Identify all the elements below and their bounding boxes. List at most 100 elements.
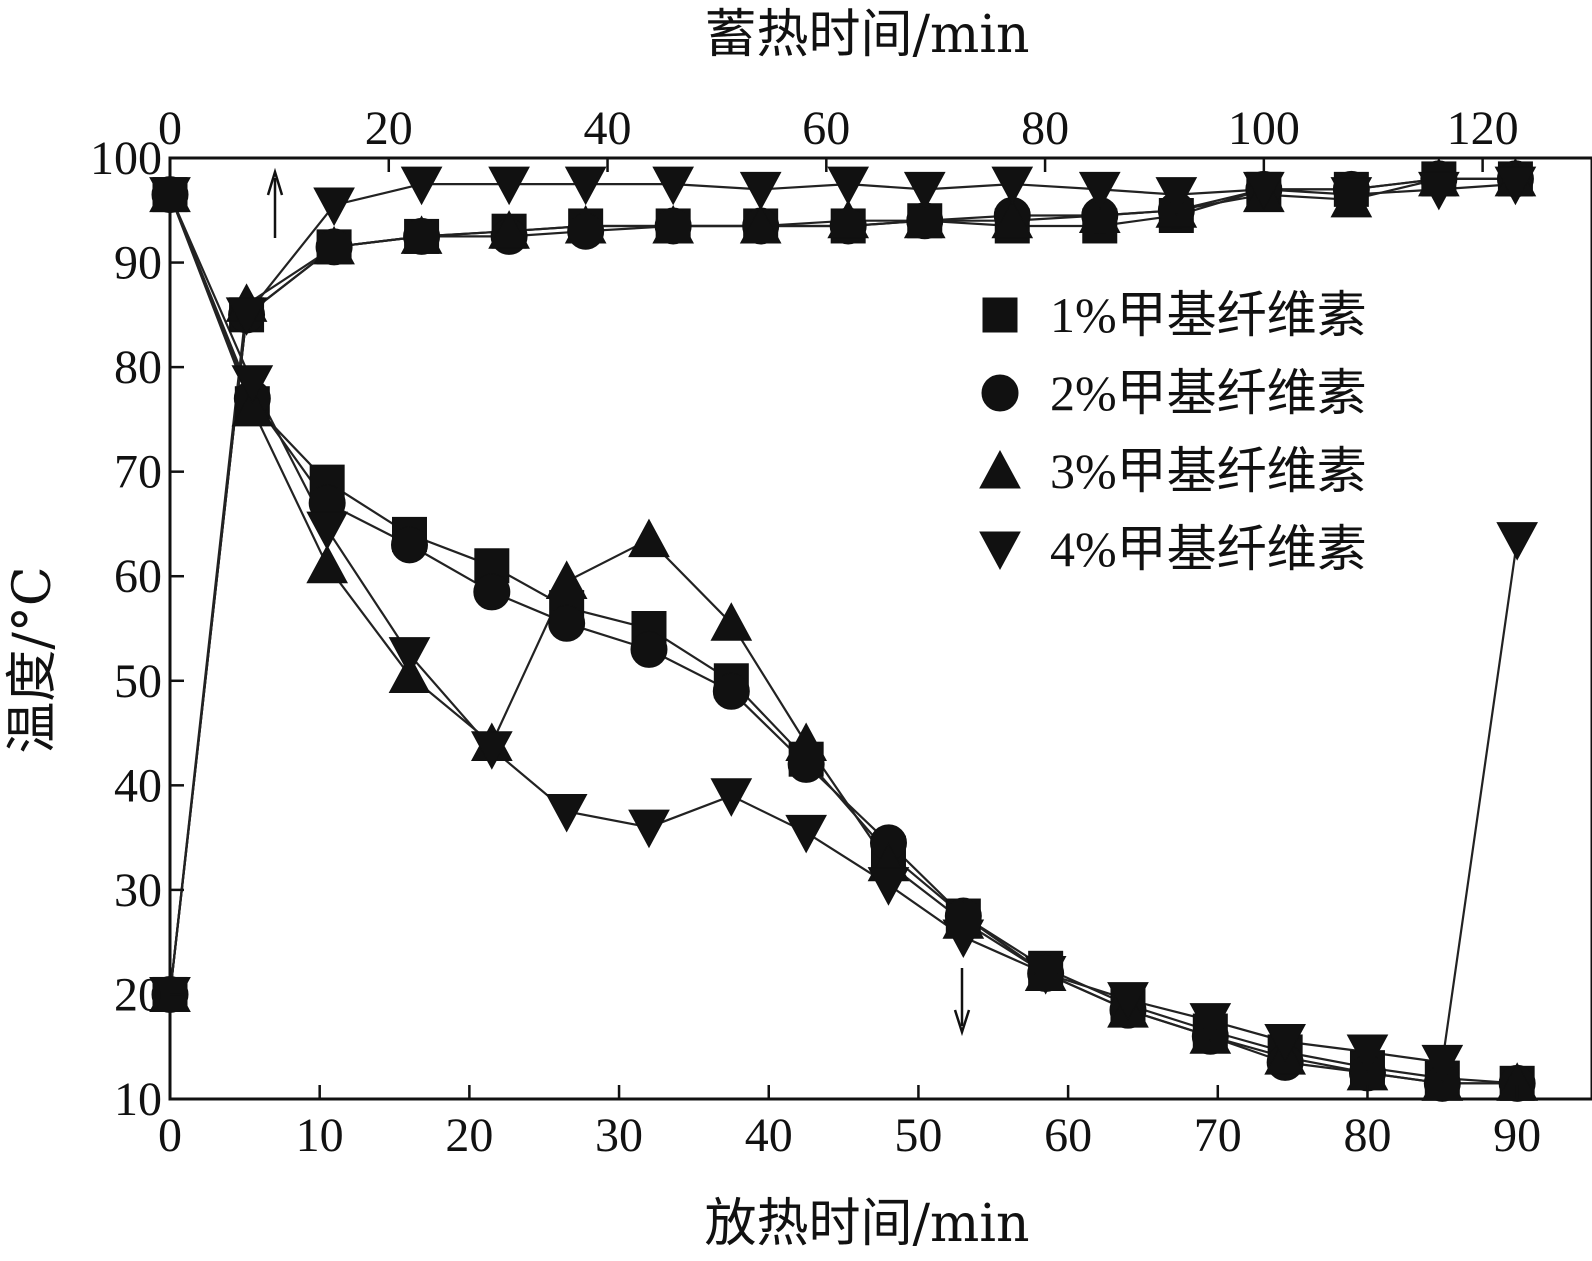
x-bottom-tick-label: 80 — [1343, 1109, 1391, 1162]
release-point-s3-7 — [710, 602, 753, 641]
release-point-s4-12 — [1107, 982, 1149, 1021]
legend-item-1: 1%甲基纤维素 — [982, 287, 1367, 343]
release-point-s2-3 — [390, 526, 428, 564]
x-top-tick-label: 40 — [584, 102, 632, 155]
release-point-s4-7 — [710, 778, 753, 817]
legend-marker-shape — [982, 297, 1018, 333]
release-point-s3-8 — [785, 722, 827, 762]
storage-point-s3-11 — [1078, 194, 1121, 234]
y-tick-label: 60 — [114, 550, 162, 603]
release-point-s4-5 — [545, 793, 588, 833]
legend-marker-shape — [979, 449, 1021, 489]
x-top-tick-label: 60 — [802, 102, 850, 155]
x-axis-top-title: 蓄热时间/min — [705, 5, 1030, 65]
release-point-s4-9 — [867, 867, 910, 906]
release-point-s4-10 — [942, 919, 985, 958]
storage-point-s4-4 — [488, 166, 530, 206]
release-point-s4-13 — [1189, 1003, 1232, 1042]
storage-point-s4-6 — [652, 166, 695, 206]
storage-point-s4-5 — [564, 166, 607, 206]
release-point-s4-14 — [1264, 1023, 1306, 1063]
x-bottom-tick-label: 30 — [595, 1109, 643, 1162]
y-tick-label: 20 — [114, 968, 162, 1021]
storage-point-s4-2 — [313, 187, 355, 227]
y-tick-label: 50 — [114, 655, 162, 708]
plot-frame — [168, 156, 1592, 1101]
x-bottom-tick-label: 50 — [894, 1109, 942, 1162]
legend-label-3: 3%甲基纤维素 — [1050, 443, 1367, 499]
storage-point-s4-13 — [1243, 171, 1285, 211]
storage-point-s3-10 — [991, 199, 1034, 239]
legend-item-3: 3%甲基纤维素 — [979, 443, 1367, 499]
y-tick-label: 40 — [114, 759, 162, 812]
x-bottom-tick-label: 70 — [1194, 1109, 1242, 1162]
x-top-tick-label: 120 — [1447, 102, 1519, 155]
release-point-s2-7 — [712, 672, 750, 710]
legend: 1%甲基纤维素 2%甲基纤维素 3%甲基纤维素 4%甲基纤维素 — [979, 287, 1367, 577]
storage-point-s4-14 — [1330, 177, 1373, 216]
legend-marker-triangle-up — [979, 449, 1021, 489]
storage-point-s3-6 — [652, 204, 695, 244]
legend-label-1: 1%甲基纤维素 — [1050, 287, 1367, 343]
storage-point-s3-8 — [827, 199, 870, 239]
legend-marker-square — [982, 297, 1018, 333]
release-point-s3-1 — [231, 387, 274, 427]
y-tick-label: 30 — [114, 864, 162, 917]
x-bottom-tick-label: 40 — [745, 1109, 793, 1162]
storage-point-s4-1 — [225, 297, 268, 336]
legend-label-2: 2%甲基纤维素 — [1050, 365, 1367, 421]
release-point-s3-6 — [628, 518, 670, 558]
release-point-s4-17 — [1496, 522, 1538, 561]
tick-labels-layer: 0 10 20 30 40 50 60 70 80 900 20 40 60 80 100 120102030… — [90, 102, 1541, 1162]
storage-arrow-head — [266, 167, 284, 196]
release-point-s4-6 — [628, 809, 670, 849]
release-point-s3-5 — [545, 560, 588, 599]
x-bottom-tick-label: 20 — [445, 1109, 493, 1162]
legend-marker-shape — [981, 374, 1019, 412]
x-bottom-tick-label: 90 — [1493, 1109, 1541, 1162]
y-tick-label: 80 — [114, 341, 162, 394]
x-top-tick-label: 100 — [1228, 102, 1300, 155]
y-axis-title: 温度/°C — [3, 566, 63, 753]
storage-point-s4-3 — [400, 166, 443, 206]
x-top-tick-label: 20 — [365, 102, 413, 155]
release-point-s4-11 — [1024, 956, 1067, 995]
y-tick-label: 100 — [90, 132, 162, 185]
storage-point-s4-7 — [739, 171, 782, 211]
y-tick-label: 70 — [114, 446, 162, 499]
storage-point-s4-16 — [1494, 166, 1537, 206]
ticks-layer — [168, 156, 1519, 1101]
markers-layer — [149, 157, 1538, 1102]
storage-point-s4-9 — [903, 171, 946, 211]
legend-marker-circle — [981, 374, 1019, 412]
storage-point-s4-15 — [1418, 171, 1460, 211]
storage-point-s3-7 — [739, 204, 782, 244]
release-point-s2-6 — [630, 630, 668, 668]
release-point-s4-15 — [1346, 1034, 1389, 1074]
x-axis-bottom-title: 放热时间/min — [705, 1194, 1030, 1254]
legend-marker-triangle-down — [979, 531, 1021, 571]
storage-point-s4-10 — [991, 166, 1034, 206]
legend-item-2: 2%甲基纤维素 — [981, 365, 1367, 421]
storage-point-s4-12 — [1155, 177, 1198, 216]
storage-point-s3-5 — [564, 204, 607, 244]
release-point-s4-4 — [470, 731, 513, 770]
y-tick-label: 10 — [114, 1073, 162, 1126]
release-point-s2-5 — [548, 604, 586, 642]
arrows-layer — [266, 167, 971, 1037]
release-point-s4-16 — [1421, 1044, 1464, 1084]
storage-point-s3-9 — [903, 199, 946, 239]
x-top-tick-label: 80 — [1021, 102, 1069, 155]
release-point-s3-2 — [306, 544, 349, 584]
release-point-s2-4 — [473, 573, 511, 611]
release-arrow-head — [953, 1009, 971, 1037]
legend-item-4: 4%甲基纤维素 — [979, 521, 1367, 577]
release-point-s4-1 — [231, 365, 274, 404]
legend-label-4: 4%甲基纤维素 — [1050, 521, 1367, 577]
storage-point-s3-4 — [488, 210, 530, 249]
legend-marker-shape — [979, 531, 1021, 571]
x-bottom-tick-label: 10 — [296, 1109, 344, 1162]
storage-point-s3-2 — [313, 225, 355, 265]
x-top-tick-label: 0 — [158, 102, 182, 155]
